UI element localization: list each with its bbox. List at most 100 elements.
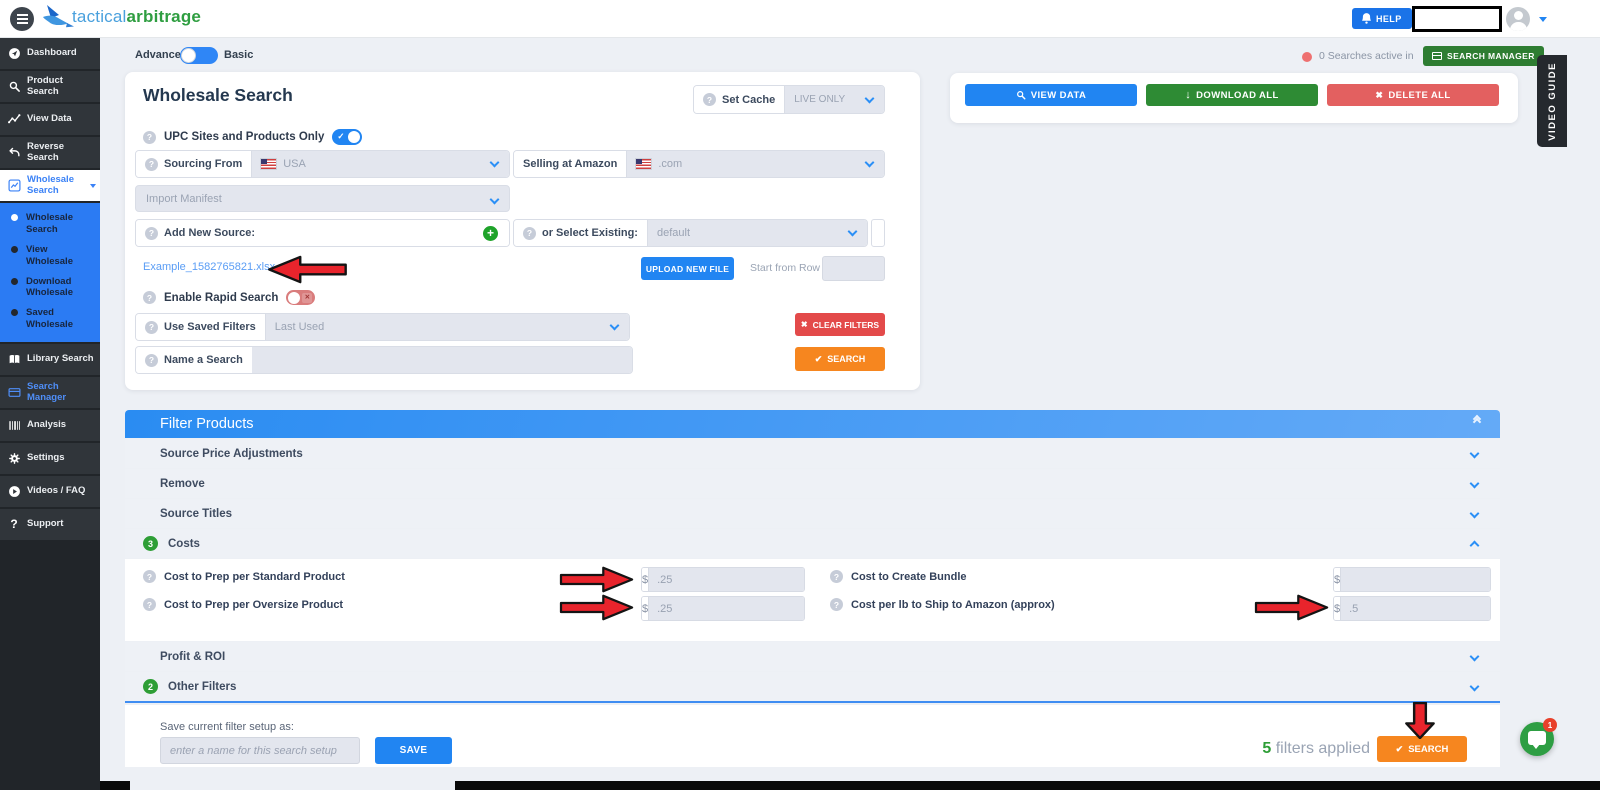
sidebar-item-view-data[interactable]: View Data [0,104,100,135]
clear-filters-label: CLEAR FILTERS [812,319,880,330]
sidebar-item-settings[interactable]: Settings [0,443,100,474]
clear-filters-button[interactable]: ✖ CLEAR FILTERS [795,313,885,336]
help-icon[interactable]: ? [703,93,716,106]
chevron-down-icon [1469,508,1480,519]
saved-filters-select[interactable]: Last Used [264,314,629,340]
cost-prep-standard-input[interactable] [649,568,804,591]
set-cache-label: Set Cache [722,93,776,106]
selling-at-select[interactable]: .com [626,151,884,177]
rapid-search-toggle[interactable] [286,290,316,305]
sidebar-item-label: View Data [27,113,72,125]
upc-toggle[interactable] [332,129,363,145]
submenu-item-wholesale-search[interactable]: Wholesale Search [0,208,100,240]
rapid-search-row: ? Enable Rapid Search [143,290,316,305]
submenu-item-label: Saved Wholesale [26,307,73,331]
red-arrow-left-icon [268,255,347,284]
submenu-item-view-wholesale[interactable]: View Wholesale [0,240,100,272]
help-icon[interactable]: ? [145,226,158,240]
accordion-source-price-adjustments[interactable]: Source Price Adjustments [125,439,1500,468]
sidebar-item-videos-faq[interactable]: Videos / FAQ [0,476,100,507]
accordion-remove[interactable]: Remove [125,469,1500,498]
accordion-profit-roi[interactable]: Profit & ROI [125,642,1500,671]
sidebar-item-label: Reverse Search [27,141,64,163]
upload-new-file-button[interactable]: UPLOAD NEW FILE [641,257,734,280]
sidebar-item-product-search[interactable]: Product Search [0,71,100,102]
app-logo[interactable]: tactical arbitrage [40,2,201,31]
accordion-label: Profit & ROI [160,650,226,663]
sidebar-item-label: Support [27,518,64,530]
help-icon[interactable]: ? [143,598,156,611]
hamburger-menu-icon[interactable] [10,7,34,31]
import-manifest-select[interactable]: Import Manifest [135,185,510,212]
help-icon[interactable]: ? [143,570,156,583]
start-from-row-label: Start from Row # [750,262,829,274]
question-icon: ? [10,516,18,531]
help-icon[interactable]: ? [145,320,158,334]
advanced-basic-toggle[interactable] [180,47,218,64]
sourcing-from-label: Sourcing From [164,158,243,170]
sidebar-item-dashboard[interactable]: Dashboard [0,38,100,69]
help-icon[interactable]: ? [830,598,843,611]
start-from-row-input[interactable] [822,256,885,281]
accordion-costs[interactable]: 3 Costs [125,529,1500,558]
source-extra-box[interactable] [871,219,885,247]
select-existing-select[interactable]: default [646,220,867,246]
uploaded-file-link[interactable]: Example_1582765821.xlsx [143,261,276,273]
sidebar-item-reverse-search[interactable]: Reverse Search [0,137,100,168]
help-button[interactable]: HELP [1352,8,1412,29]
view-data-button[interactable]: VIEW DATA [965,84,1137,106]
cost-create-bundle-input[interactable] [1341,568,1490,591]
set-cache-select[interactable]: LIVE ONLY [784,86,884,113]
sidebar-item-analysis[interactable]: Analysis [0,410,100,441]
cost-per-lb-ship-input[interactable] [1341,597,1490,620]
chevron-down-icon [1469,448,1480,459]
help-icon[interactable]: ? [830,570,843,583]
sidebar-item-wholesale-search[interactable]: Wholesale Search [0,170,100,201]
sidebar-item-label: Dashboard [27,47,77,59]
help-icon[interactable]: ? [523,226,536,240]
filter-products-panel: Filter Products Source Price Adjustments… [125,410,1500,703]
search-manager-button[interactable]: SEARCH MANAGER [1423,46,1544,66]
help-icon[interactable]: ? [143,130,156,144]
add-new-source-input[interactable] [264,220,509,246]
import-manifest-value: Import Manifest [146,192,222,205]
name-search-input[interactable] [251,347,632,373]
submenu-item-download-wholesale[interactable]: Download Wholesale [0,272,100,304]
accordion-source-titles[interactable]: Source Titles [125,499,1500,528]
sidebar-item-support[interactable]: ? Support [0,509,100,540]
searches-actions-card: VIEW DATA ↓ DOWNLOAD ALL ✖ DELETE ALL [950,73,1518,123]
save-filter-name-input[interactable] [160,737,360,764]
sidebar-item-label: Search Manager [27,381,67,403]
save-button[interactable]: SAVE [375,737,452,764]
bottom-search-button[interactable]: ✔ SEARCH [1377,736,1467,762]
chat-launcher[interactable]: 1 [1520,718,1557,756]
costs-section-body: ? Cost to Prep per Standard Product ? Co… [125,559,1500,641]
save-filter-label: Save current filter setup as: [160,721,294,733]
user-avatar[interactable] [1506,7,1530,31]
help-icon[interactable]: ? [145,353,158,367]
upc-toggle-label: UPC Sites and Products Only [164,131,325,143]
filters-count: 5 [1262,740,1272,757]
sidebar-item-library-search[interactable]: Library Search [0,344,100,375]
sourcing-from-select[interactable]: USA [251,151,509,177]
user-menu-caret-icon[interactable] [1539,17,1547,22]
help-icon[interactable]: ? [143,291,156,304]
submenu-item-saved-wholesale[interactable]: Saved Wholesale [0,303,100,335]
download-all-button[interactable]: ↓ DOWNLOAD ALL [1146,84,1318,106]
video-guide-tab[interactable]: VIDEO GUIDE [1537,55,1567,147]
sidebar-item-label: Settings [27,452,65,464]
filter-products-header[interactable]: Filter Products [125,410,1500,438]
help-icon[interactable]: ? [145,157,158,171]
search-button[interactable]: ✔ SEARCH [795,347,885,371]
save-button-label: SAVE [399,745,428,756]
name-search-label: Name a Search [164,354,243,366]
delete-all-button[interactable]: ✖ DELETE ALL [1327,84,1499,106]
dollar-prefix: $ [1334,568,1342,591]
add-source-plus-icon[interactable]: + [483,225,498,241]
cost-prep-oversize-input[interactable] [649,597,804,620]
accordion-other-filters[interactable]: 2 Other Filters [125,672,1500,701]
download-all-label: DOWNLOAD ALL [1196,89,1279,101]
sidebar-item-search-manager[interactable]: Search Manager [0,377,100,408]
dollar-prefix: $ [1334,597,1342,620]
submenu-item-label: Wholesale Search [26,212,73,235]
